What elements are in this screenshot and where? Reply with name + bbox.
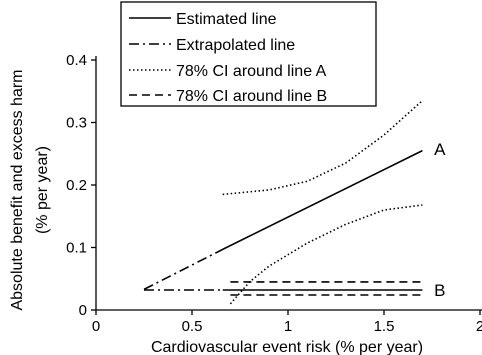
plot-marks (143, 100, 423, 305)
series-line-a-dotted-2 (222, 100, 423, 196)
axes (95, 56, 482, 311)
y-tick-label: 0.3 (66, 115, 87, 132)
y-axis-title-line-2: (% per year) (34, 146, 51, 234)
series-line-a-dotted-3 (229, 204, 423, 305)
legend-label-ci-a: 78% CI around line A (176, 63, 327, 80)
end-label-b: B (434, 281, 445, 300)
x-tick-label: 1.5 (374, 318, 395, 335)
x-tick-label: 2 (476, 318, 482, 335)
x-axis-title: Cardiovascular event risk (% per year) (151, 339, 423, 355)
legend-label-ci-b: 78% CI around line B (176, 88, 327, 105)
line-end-labels: AB (434, 140, 446, 300)
x-tick-label: 0 (92, 318, 100, 335)
legend: Estimated line Extrapolated line 78% CI … (120, 1, 377, 107)
axis-ticks: 0 0.5 1 1.5 2 0 0.1 0.2 0.3 0.4 (66, 52, 482, 335)
series-line-a-solid-0 (222, 149, 423, 251)
y-tick-label: 0.2 (66, 177, 87, 194)
end-label-a: A (434, 140, 446, 159)
legend-label-estimated: Estimated line (176, 11, 277, 28)
legend-box (120, 1, 377, 107)
y-tick-label: 0 (79, 302, 87, 319)
x-tick-label: 0.5 (182, 318, 203, 335)
x-tick-label: 1 (284, 318, 292, 335)
y-tick-label: 0.4 (66, 52, 87, 69)
legend-label-extrapolated: Extrapolated line (176, 37, 295, 54)
y-tick-label: 0.1 (66, 240, 87, 257)
y-axis-title-line-1: Absolute benefit and excess harm (9, 69, 26, 310)
series-line-a-dashdot-1 (143, 248, 224, 291)
